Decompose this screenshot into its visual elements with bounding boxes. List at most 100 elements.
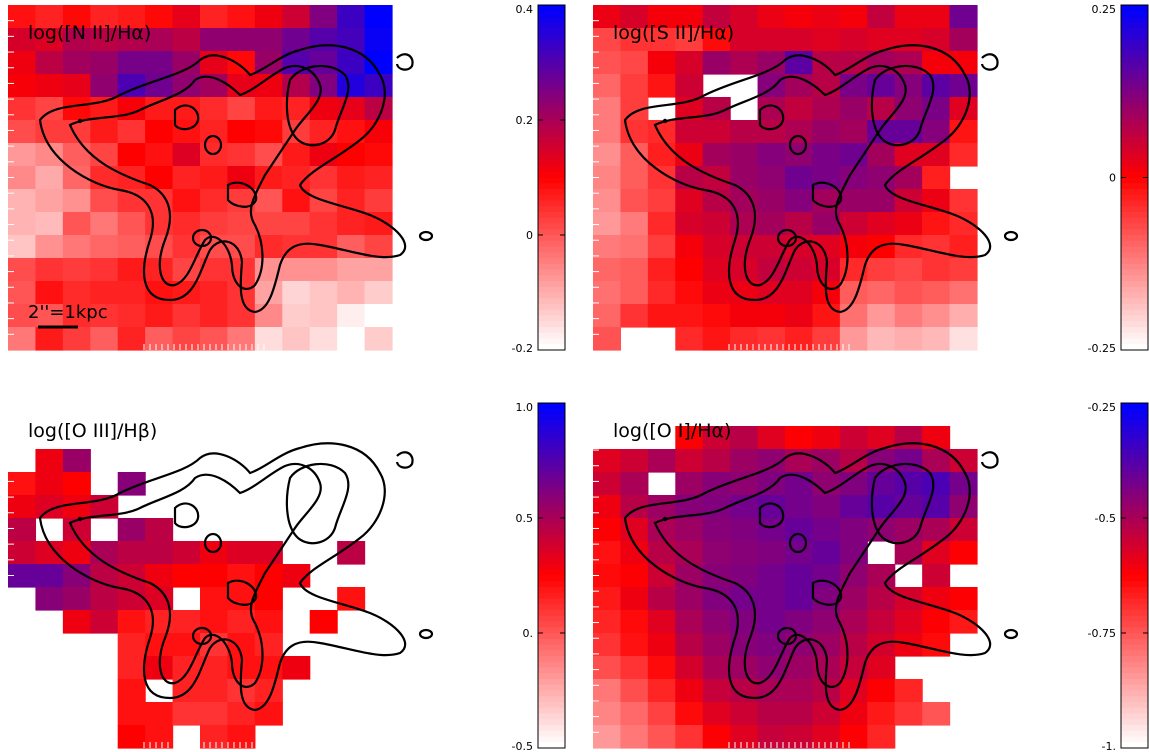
heatmap-cell (949, 541, 978, 565)
heatmap-cell (145, 74, 174, 98)
colorbar-step (538, 702, 565, 709)
heatmap-cell (35, 472, 64, 496)
heatmap-cell (757, 327, 786, 351)
heatmap-cell (337, 166, 366, 190)
heatmap-cell (839, 212, 868, 236)
colorbar-step (1121, 39, 1148, 46)
colorbar-step (1121, 338, 1148, 345)
heatmap-cell (593, 166, 622, 190)
heatmap-cell (8, 281, 37, 305)
colorbar-step (538, 523, 565, 531)
colorbar-step (538, 414, 565, 421)
heatmap-cell (647, 235, 676, 259)
heatmap-cell (282, 281, 311, 305)
heatmap-cell (309, 212, 338, 236)
heatmap-cell (620, 495, 649, 519)
heatmap-cell (839, 587, 868, 611)
heatmap-cell (8, 212, 37, 236)
heatmap-cell (309, 304, 338, 328)
heatmap-cell (227, 541, 256, 565)
colorbar-step (538, 120, 565, 127)
heatmap-cell (172, 166, 201, 190)
heatmap-cell (200, 189, 229, 213)
heatmap-cell (593, 143, 622, 167)
heatmap-cell (949, 258, 978, 282)
heatmap-cell (894, 426, 923, 450)
heatmap-cell (894, 28, 923, 52)
heatmap-cell (867, 495, 896, 519)
heatmap-cell (867, 610, 896, 634)
heatmap-cell (593, 656, 622, 680)
colorbar-step (1121, 707, 1148, 715)
heatmap-cell (62, 304, 91, 328)
colorbar-step (538, 592, 565, 600)
contour-line (758, 502, 785, 529)
colorbar-step (1121, 166, 1148, 173)
heatmap-cell (785, 587, 814, 611)
heatmap-cell (922, 327, 951, 351)
colorbar-1: 0.4 0.2 0 -0.2 (512, 3, 566, 355)
colorbar-tick-label: 0 (526, 229, 533, 242)
colorbar-step (538, 200, 565, 207)
colorbar-step (1121, 627, 1148, 634)
heatmap-cell (757, 166, 786, 190)
heatmap-cell (922, 472, 951, 496)
colorbar-step (538, 33, 565, 41)
heatmap-cell (812, 212, 841, 236)
heatmap-cell (894, 472, 923, 496)
colorbar-step (538, 673, 565, 680)
colorbar-step (1121, 217, 1148, 225)
heatmap-cell (730, 633, 759, 657)
colorbar-step (538, 240, 565, 248)
colorbar-step (1121, 309, 1148, 317)
colorbar-step (538, 736, 565, 743)
heatmap-cell (227, 28, 256, 52)
colorbar-step (538, 621, 565, 628)
colorbar-step (1121, 160, 1148, 167)
heatmap-cell (675, 189, 704, 213)
colorbar-step (1121, 449, 1148, 456)
heatmap-cell (730, 166, 759, 190)
colorbar-step (1121, 304, 1148, 311)
heatmap-cell (254, 5, 283, 29)
colorbar-step (1121, 344, 1148, 351)
heatmap-cell (675, 28, 704, 52)
colorbar-step (1121, 483, 1148, 490)
contour-line (653, 64, 907, 290)
heatmap-cell (867, 212, 896, 236)
colorbar-step (538, 489, 565, 496)
colorbar-step (538, 108, 565, 115)
heatmap-cell (35, 166, 64, 190)
colorbar-step (1121, 74, 1148, 81)
colorbar-step (538, 558, 565, 565)
heatmap-cell (8, 258, 37, 282)
heatmap-cell (62, 235, 91, 259)
colorbar-step (1121, 569, 1148, 577)
heatmap-cell (35, 235, 64, 259)
heatmap-cell (90, 235, 119, 259)
heatmap-cell (867, 28, 896, 52)
colorbar-step (538, 321, 565, 328)
colorbar-step (1121, 252, 1148, 259)
contour-dot (77, 516, 83, 522)
contour-line (776, 626, 798, 646)
heatmap-cell (593, 633, 622, 657)
heatmap-cell (282, 258, 311, 282)
heatmap-cell (867, 679, 896, 703)
heatmap-cell (145, 541, 174, 565)
intensity-contours (623, 442, 1019, 712)
heatmap-cell (867, 426, 896, 450)
heatmap-cell (757, 702, 786, 726)
colorbar-step (1121, 229, 1148, 236)
colorbar-step (538, 51, 565, 58)
heatmap-cell (949, 5, 978, 29)
colorbar-step (1121, 489, 1148, 496)
heatmap-cell (227, 212, 256, 236)
heatmap-cell (117, 541, 146, 565)
colorbar-step (1121, 16, 1148, 23)
contour-line (418, 628, 434, 640)
colorbar-step (538, 137, 565, 144)
axis-ticks (8, 20, 265, 350)
heatmap-cell (757, 97, 786, 121)
heatmap-cell (949, 472, 978, 496)
